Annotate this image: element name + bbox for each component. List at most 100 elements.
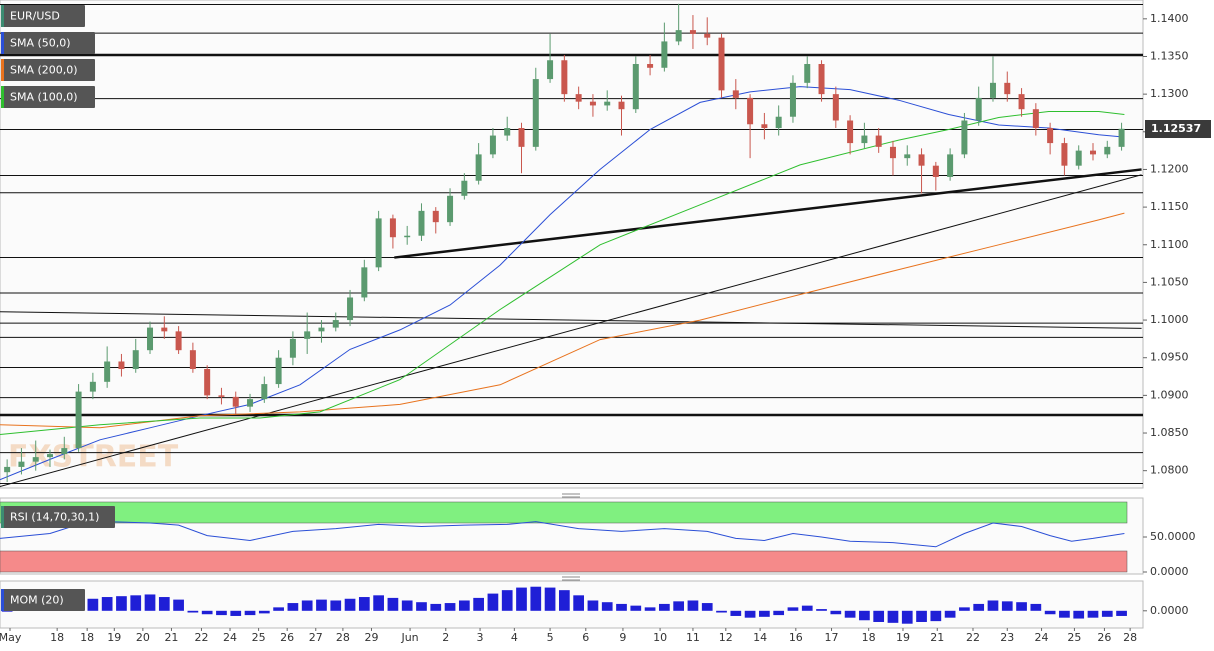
candle-body xyxy=(4,466,11,473)
candle-body xyxy=(961,120,968,155)
mom-bar xyxy=(344,598,356,611)
mom-bar xyxy=(330,600,342,611)
candle-body xyxy=(318,327,325,332)
tag-label: SMA (50,0) xyxy=(10,37,71,50)
candle-body xyxy=(832,94,839,121)
tag-label: SMA (100,0) xyxy=(10,91,78,104)
tag-box xyxy=(1,32,95,54)
mom-bar xyxy=(558,590,570,611)
candle-body xyxy=(589,101,596,106)
y-tick-label: 1.1200 xyxy=(1150,162,1189,175)
x-tick-label: 24 xyxy=(223,631,237,644)
candle-body xyxy=(275,357,282,385)
mom-bar xyxy=(1087,610,1099,618)
x-tick-label: 4 xyxy=(511,631,518,644)
candle-body xyxy=(575,94,582,102)
candle-body xyxy=(1118,128,1125,147)
mom-bar xyxy=(473,597,484,611)
mom-bar xyxy=(144,594,156,611)
mom-bar xyxy=(973,603,985,611)
x-tick-label: 26 xyxy=(1097,631,1111,644)
candle-body xyxy=(89,381,96,392)
x-tick-label: 12 xyxy=(719,631,733,644)
candle-body xyxy=(618,101,625,110)
x-tick-label: 16 xyxy=(789,631,803,644)
tag-box xyxy=(1,506,115,528)
candle-body xyxy=(932,165,939,177)
mom-bar xyxy=(773,610,785,616)
mom-bar xyxy=(687,600,699,611)
y-tick-label: 1.0800 xyxy=(1150,464,1189,477)
mom-bar xyxy=(816,609,827,611)
x-tick-label: 14 xyxy=(753,631,767,644)
candle-body xyxy=(604,101,611,106)
mom-bar xyxy=(1016,602,1027,611)
mom-bar xyxy=(844,610,856,618)
candle-body xyxy=(861,135,868,144)
mom-bar xyxy=(573,595,585,611)
tag-stripe xyxy=(1,32,4,54)
candle-body xyxy=(561,60,568,95)
candle-body xyxy=(489,135,496,155)
tag-stripe xyxy=(1,5,4,27)
mom-bar xyxy=(644,607,656,611)
tag-box xyxy=(1,86,95,108)
x-tick-label: 2 xyxy=(442,631,449,644)
candle-body xyxy=(1018,94,1025,110)
candle-body xyxy=(761,124,768,129)
candle-body xyxy=(347,297,354,321)
mom-bar xyxy=(616,603,627,611)
candle-body xyxy=(947,154,954,177)
candle-body xyxy=(232,396,239,407)
mom-bar xyxy=(101,597,113,611)
candle-body xyxy=(875,135,882,147)
tag-stripe xyxy=(1,86,4,108)
mom-bar xyxy=(444,603,456,611)
tag-label: SMA (200,0) xyxy=(10,64,78,77)
x-tick-label: 23 xyxy=(1000,631,1014,644)
mom-bar xyxy=(759,610,770,617)
candle-body xyxy=(404,235,411,238)
mom-bar xyxy=(587,600,599,611)
mom-panel xyxy=(0,580,1144,629)
trend-line xyxy=(394,168,1142,259)
candle-body xyxy=(532,79,539,147)
mom-bar xyxy=(187,610,199,613)
candle-body xyxy=(361,267,368,298)
x-tick-label: 27 xyxy=(309,631,323,644)
mom-bar xyxy=(501,590,513,611)
tag-label: EUR/USD xyxy=(10,10,60,23)
mom-bar xyxy=(301,600,313,611)
candle-body xyxy=(75,391,82,449)
candle-body xyxy=(1032,109,1039,129)
mom-bar xyxy=(959,607,970,611)
candle-body xyxy=(47,454,54,458)
candle-body xyxy=(718,37,725,91)
indicator-tags: EUR/USD SMA (50,0) SMA (200,0) SMA (100,0) R… xyxy=(1,5,115,611)
x-tick-label: 5 xyxy=(547,631,554,644)
mom-bar xyxy=(401,600,413,611)
candle-body xyxy=(675,30,682,42)
candle-body xyxy=(304,331,311,339)
x-tick-label: Jun xyxy=(400,631,418,644)
candle-body xyxy=(104,361,111,382)
candle-body xyxy=(747,97,754,125)
x-tick-label: 29 xyxy=(364,631,378,644)
candle-body xyxy=(189,350,196,370)
mom-bar xyxy=(916,610,927,622)
mom-bar xyxy=(1073,610,1085,619)
mom-bar xyxy=(373,595,384,611)
candle-body xyxy=(18,461,25,467)
tag-label: RSI (14,70,30,1) xyxy=(10,511,99,524)
mom-bar xyxy=(416,602,427,611)
x-tick-label: 3 xyxy=(477,631,484,644)
mom-bar xyxy=(116,596,127,611)
mom-bar xyxy=(873,610,885,622)
mom-bar xyxy=(673,601,685,611)
plot-layer: FXSTREET1.14001.13501.13001.12501.12001.… xyxy=(0,3,1211,644)
mom-bar xyxy=(487,593,499,611)
candle-body xyxy=(818,64,825,95)
y-tick-label: 1.1000 xyxy=(1150,313,1189,326)
x-tick-label: 26 xyxy=(280,631,294,644)
mom-bar xyxy=(1,610,13,612)
